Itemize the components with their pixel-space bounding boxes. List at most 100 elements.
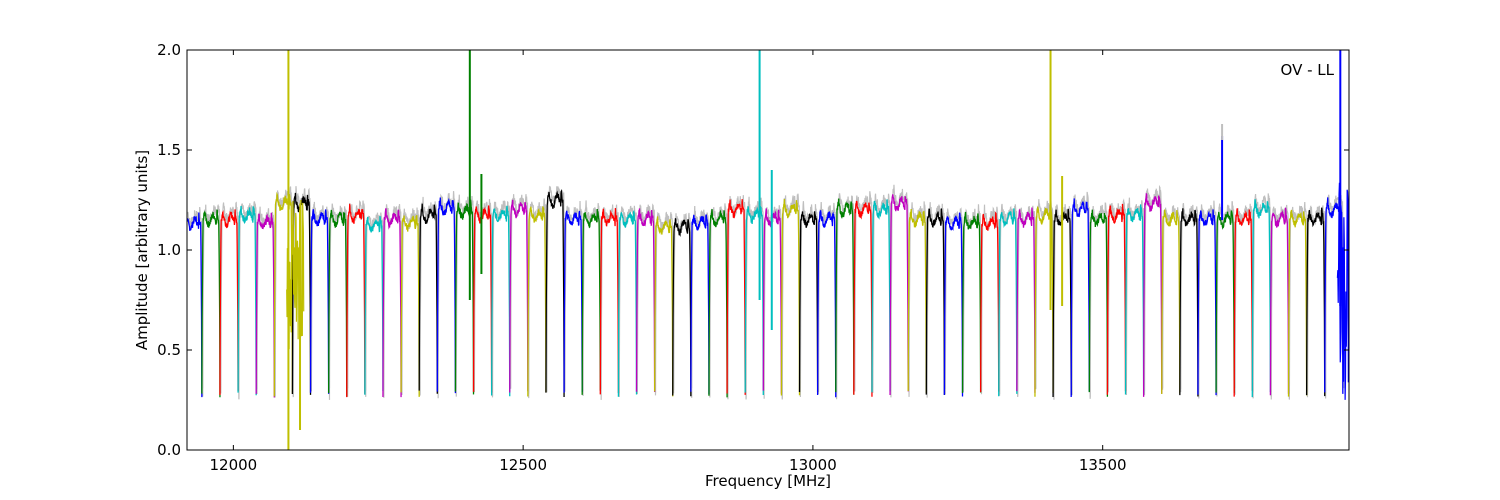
background-channel-trace bbox=[564, 201, 584, 392]
background-channel-trace bbox=[1125, 197, 1146, 394]
background-channel-trace bbox=[745, 196, 765, 399]
y-tick-label: 2.0 bbox=[157, 41, 181, 59]
channel-series-line bbox=[943, 212, 964, 397]
background-channel-trace bbox=[238, 201, 258, 399]
channel-series-line bbox=[1287, 209, 1308, 397]
channel-series-line bbox=[400, 215, 420, 397]
channel-series-line bbox=[364, 216, 384, 395]
channel-series-line bbox=[1070, 198, 1090, 398]
noise-burst bbox=[286, 199, 305, 350]
background-channel-trace bbox=[908, 201, 928, 398]
channel-series-line bbox=[1016, 207, 1036, 393]
channel-series-line bbox=[187, 212, 203, 398]
channel-series-line bbox=[635, 208, 656, 393]
y-tick-label: 1.5 bbox=[157, 141, 181, 159]
channel-series-line bbox=[961, 211, 982, 393]
background-channel-trace bbox=[709, 203, 729, 398]
y-tick-label: 1.0 bbox=[157, 241, 181, 259]
channel-series-line bbox=[545, 188, 565, 397]
channel-series-line bbox=[871, 199, 891, 393]
channel-series-line bbox=[708, 209, 728, 398]
background-channel-trace bbox=[1306, 205, 1327, 398]
channel-series-line bbox=[853, 200, 873, 397]
y-tick-label: 0.0 bbox=[157, 441, 181, 459]
tick-layer: 12000 12500 13000 13500 0.0 0.5 1.0 1.5 2.0 bbox=[157, 41, 1349, 474]
x-axis-label: Frequency [MHz] bbox=[705, 472, 831, 490]
channel-series-line bbox=[1106, 203, 1127, 395]
channel-series-line bbox=[816, 209, 837, 398]
channel-series-line bbox=[907, 209, 927, 394]
channel-series-line bbox=[798, 211, 819, 393]
background-channel-trace bbox=[654, 211, 675, 396]
x-tick-label: 12500 bbox=[499, 456, 547, 474]
channel-series-line bbox=[979, 211, 1000, 393]
background-channel-trace bbox=[546, 185, 566, 392]
background-channel-trace bbox=[872, 193, 892, 393]
channel-series-line bbox=[653, 216, 674, 397]
channel-series-line bbox=[1161, 209, 1181, 395]
channel-series-line bbox=[309, 209, 330, 394]
x-tick-label: 13000 bbox=[789, 456, 837, 474]
channel-series-line bbox=[599, 208, 620, 395]
background-channel-trace bbox=[1252, 193, 1272, 400]
x-tick-label: 13500 bbox=[1079, 456, 1127, 474]
background-channel-trace bbox=[600, 204, 620, 400]
channel-series-line bbox=[527, 206, 547, 397]
channel-series-line bbox=[472, 205, 493, 393]
channel-series-line bbox=[690, 214, 710, 395]
background-channel-trace bbox=[383, 204, 403, 398]
background-channel-trace bbox=[1198, 200, 1218, 399]
background-trace-layer bbox=[187, 184, 1345, 400]
channel-series-line bbox=[255, 212, 275, 398]
background-channel-trace bbox=[437, 191, 457, 399]
channel-series-line bbox=[925, 208, 946, 395]
background-channel-trace bbox=[781, 193, 801, 399]
channel-series-line bbox=[436, 197, 457, 394]
channel-series-line bbox=[1215, 210, 1235, 393]
channel-series-line bbox=[998, 208, 1018, 397]
channel-series-line bbox=[237, 205, 257, 396]
channel-series-line bbox=[1088, 209, 1109, 397]
background-channel-trace bbox=[310, 201, 331, 400]
x-tick-label: 12000 bbox=[210, 456, 258, 474]
background-channel-trace bbox=[256, 206, 276, 397]
channel-series-line bbox=[201, 209, 221, 398]
y-axis-label: Amplitude [arbitrary units] bbox=[133, 150, 151, 350]
channel-series-line bbox=[1124, 204, 1145, 395]
channel-series-line bbox=[219, 209, 239, 396]
plot-area bbox=[187, 50, 1349, 450]
background-channel-trace bbox=[455, 194, 475, 397]
channel-series-line bbox=[1142, 192, 1163, 397]
background-channel-trace bbox=[347, 199, 367, 397]
channel-series-line bbox=[1233, 208, 1253, 397]
channel-series-line bbox=[835, 198, 855, 395]
channel-series-line bbox=[382, 208, 402, 398]
background-channel-trace bbox=[1089, 202, 1109, 399]
background-channel-trace bbox=[419, 196, 439, 395]
channel-series-line bbox=[490, 205, 511, 397]
background-channel-trace bbox=[1071, 191, 1091, 398]
channel-series-line bbox=[1251, 199, 1272, 398]
channel-series-line bbox=[1179, 208, 1199, 397]
background-channel-trace bbox=[944, 207, 964, 393]
channel-series-line bbox=[418, 203, 438, 394]
channel-series-line bbox=[581, 208, 601, 395]
channel-series-line bbox=[346, 203, 366, 398]
y-tick-label: 0.5 bbox=[157, 341, 181, 359]
channel-series-line bbox=[327, 209, 348, 397]
background-channel-trace bbox=[401, 207, 421, 396]
channel-series-line bbox=[1305, 207, 1326, 397]
channel-series-line bbox=[780, 198, 801, 396]
channel-series-line bbox=[509, 199, 529, 393]
channel-series-line bbox=[726, 199, 746, 395]
channel-series-line bbox=[1269, 207, 1290, 396]
channel-series-line bbox=[1197, 209, 1217, 396]
spike-layer bbox=[286, 50, 1349, 450]
channel-series-line bbox=[563, 210, 583, 393]
channel-series-line bbox=[617, 209, 638, 397]
noise-burst bbox=[1336, 182, 1349, 400]
annotation-label: OV - LL bbox=[1281, 61, 1335, 79]
channel-series-line bbox=[889, 194, 909, 395]
channel-series-line bbox=[672, 218, 692, 397]
